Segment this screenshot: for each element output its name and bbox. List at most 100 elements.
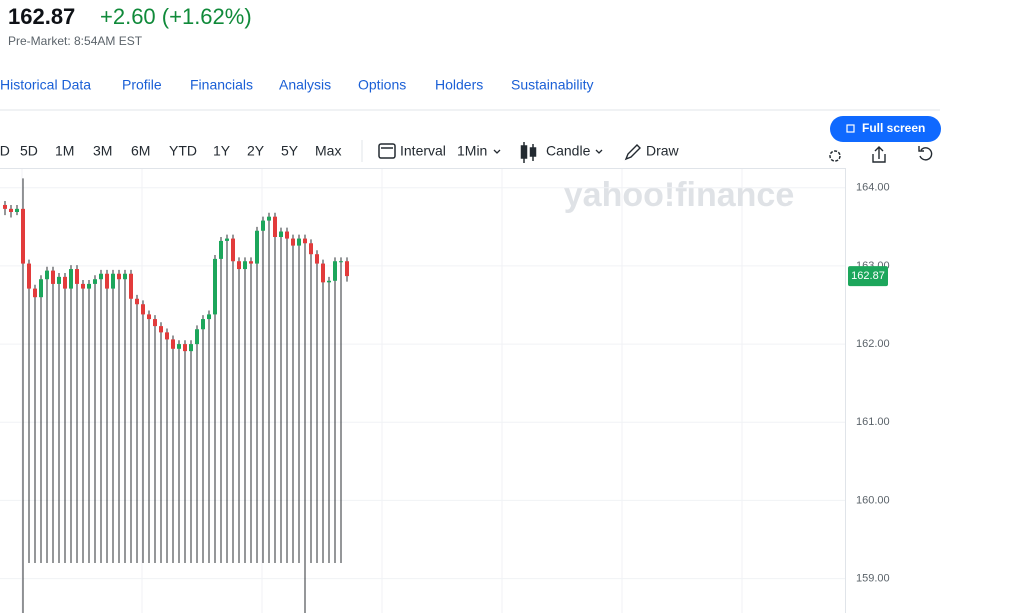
candle-body <box>309 243 313 255</box>
range-button[interactable]: 6M <box>131 143 150 159</box>
range-button[interactable]: 2Y <box>247 143 265 159</box>
candle-body <box>15 208 19 212</box>
candle-body <box>129 273 133 299</box>
tab[interactable]: Financials <box>190 77 253 93</box>
share-icon[interactable] <box>872 146 886 163</box>
candle-body <box>243 261 247 270</box>
price-change: +2.60 (+1.62%) <box>100 4 252 29</box>
candle-body <box>141 304 145 315</box>
range-button[interactable]: 5Y <box>281 143 299 159</box>
range-button[interactable]: Max <box>315 143 341 159</box>
y-tick-label: 162.00 <box>856 338 890 350</box>
candle-body <box>165 332 169 340</box>
interval-label[interactable]: Interval <box>400 143 446 159</box>
range-button[interactable]: 1Y <box>213 143 231 159</box>
candle-body <box>195 329 199 345</box>
y-tick-label: 164.00 <box>856 182 890 194</box>
candle-body <box>75 269 79 284</box>
candle-body <box>285 231 289 239</box>
grid <box>0 187 845 580</box>
candle-body <box>207 314 211 320</box>
tab-bar: Historical Data Profile Financials Analysis… <box>0 77 594 93</box>
candle-body <box>171 339 175 349</box>
tab[interactable]: Options <box>358 77 406 93</box>
watermark: yahoo!finance <box>564 176 794 214</box>
candle-body <box>117 273 121 280</box>
candle-icon <box>520 142 537 163</box>
y-tick-label: 161.00 <box>856 416 890 428</box>
range-button[interactable]: 1D <box>0 143 10 159</box>
candle-body <box>231 238 235 262</box>
price: 162.87 <box>8 4 75 29</box>
candle-body <box>39 279 43 298</box>
candle-body <box>345 261 349 277</box>
range-button[interactable]: 5D <box>20 143 38 159</box>
candle-body <box>237 261 241 270</box>
tab[interactable]: Profile <box>122 77 162 93</box>
range-selector: 1D 5D 1M 3M 6M YTD 1Y 2Y 5Y Max <box>0 143 341 159</box>
candle-body <box>81 283 85 289</box>
y-axis: 159.00160.00161.00162.00163.00164.00162.… <box>848 182 890 585</box>
tab[interactable]: Analysis <box>279 77 331 93</box>
candle-body <box>105 273 109 289</box>
candle-body <box>255 230 259 264</box>
candle-body <box>99 273 103 280</box>
candle-body <box>321 263 325 283</box>
candle-body <box>51 270 55 284</box>
full-screen-icon <box>846 124 855 133</box>
candle-body <box>315 254 319 264</box>
candle-body <box>291 238 295 246</box>
chevron <box>595 149 603 154</box>
session-label: Pre-Market: 8:54AM EST <box>8 34 143 48</box>
y-tick-label: 159.00 <box>856 573 890 585</box>
candle-body <box>177 344 181 349</box>
candle-body <box>69 269 73 289</box>
candle-body <box>27 263 31 289</box>
interval-icon <box>378 143 396 159</box>
vertical-grid <box>21 169 743 613</box>
draw-button[interactable]: Draw <box>646 143 680 159</box>
candle-body <box>339 261 343 263</box>
reset-icon[interactable] <box>918 146 933 161</box>
candle-body <box>93 279 97 284</box>
candle-body <box>159 326 163 333</box>
full-screen-label[interactable]: Full screen <box>862 121 925 135</box>
candle-body <box>9 208 13 212</box>
candle-body <box>279 231 283 238</box>
candle-body <box>21 208 25 264</box>
tab[interactable]: Historical Data <box>0 77 91 93</box>
interval-value[interactable]: 1Min <box>457 143 487 159</box>
tab[interactable]: Sustainability <box>511 77 594 93</box>
range-button[interactable]: 3M <box>93 143 112 159</box>
candle-body <box>87 283 91 289</box>
candle-body <box>333 261 337 281</box>
candle-body <box>297 238 301 246</box>
range-button[interactable]: 1M <box>55 143 74 159</box>
candle-body <box>303 238 307 244</box>
candle-body <box>327 280 331 283</box>
settings-icon[interactable] <box>829 150 841 162</box>
candle-body <box>249 261 253 264</box>
candle-body <box>261 220 265 231</box>
full-screen-button[interactable] <box>830 116 941 142</box>
chart-type[interactable]: Candle <box>546 143 591 159</box>
candle-body <box>267 216 271 221</box>
y-tick-label: 160.00 <box>856 494 890 506</box>
candle-body <box>153 319 157 327</box>
candle-body <box>147 314 151 320</box>
candle-body <box>45 270 49 280</box>
candle-body <box>3 204 7 209</box>
price-tag-label: 162.87 <box>851 270 885 282</box>
candle-body <box>123 273 127 280</box>
candles <box>3 178 349 613</box>
chevron <box>493 149 501 154</box>
candle-body <box>213 258 217 315</box>
candle-body <box>273 216 277 238</box>
candle-body <box>219 240 223 259</box>
range-button[interactable]: YTD <box>169 143 197 159</box>
candle-body <box>135 298 139 305</box>
tab[interactable]: Holders <box>435 77 483 93</box>
candle-body <box>57 276 61 284</box>
